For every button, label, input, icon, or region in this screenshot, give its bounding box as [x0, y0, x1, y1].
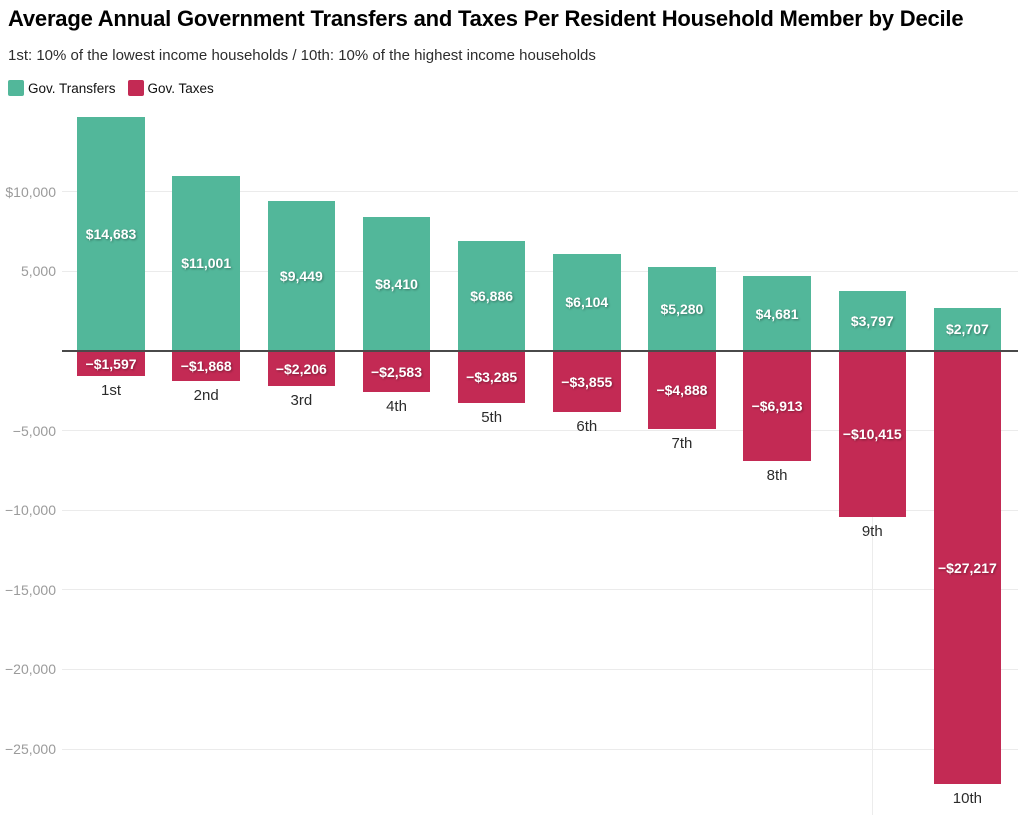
- bar-gov-transfers-8th[interactable]: $4,681: [743, 276, 811, 351]
- x-axis-category-label: 2nd: [193, 386, 219, 404]
- bar-gov-transfers-2nd[interactable]: $11,001: [172, 175, 240, 351]
- bar-value-label: $3,797: [850, 312, 894, 329]
- chart-subtitle: 1st: 10% of the lowest income households…: [8, 47, 596, 64]
- bar-gov-taxes-7th[interactable]: −$4,888: [648, 351, 716, 429]
- legend-item-gov-taxes: Gov. Taxes: [127, 80, 214, 96]
- bar-gov-transfers-9th[interactable]: $3,797: [838, 290, 906, 351]
- bar-value-label: $8,410: [375, 276, 418, 293]
- bar-value-label: $2,707: [945, 321, 989, 338]
- bar-gov-taxes-10th[interactable]: −$27,217: [933, 351, 1002, 785]
- bar-value-label: −$1,868: [180, 357, 232, 374]
- gridline: [62, 430, 1018, 432]
- bar-gov-transfers-4th[interactable]: $8,410: [362, 217, 431, 351]
- bar-value-label: $14,683: [85, 226, 137, 243]
- bar-value-label: $5,280: [660, 300, 704, 317]
- x-axis-category-label: 6th: [576, 418, 598, 436]
- bar-value-label: −$4,888: [656, 381, 708, 398]
- x-axis-category-label: 4th: [386, 398, 407, 416]
- x-axis-category-label: 10th: [952, 790, 982, 808]
- bar-gov-transfers-1st[interactable]: $14,683: [77, 117, 145, 351]
- bar-gov-taxes-3rd[interactable]: −$2,206: [267, 351, 336, 387]
- bar-value-label: −$27,217: [937, 559, 997, 576]
- gov-taxes-swatch-icon: [127, 80, 144, 96]
- bar-value-label: −$3,855: [561, 373, 613, 390]
- bar-value-label: $4,681: [755, 305, 799, 322]
- bar-gov-taxes-2nd[interactable]: −$1,868: [172, 351, 240, 381]
- bar-gov-taxes-5th[interactable]: −$3,285: [457, 351, 526, 404]
- bar-value-label: −$1,597: [85, 355, 137, 372]
- gridline: [62, 191, 1018, 193]
- gridline: [62, 668, 1018, 670]
- gov-transfers-swatch-icon: [8, 80, 24, 96]
- gridline: [62, 589, 1018, 591]
- y-axis-tick-label: −5,000: [12, 422, 56, 439]
- bar-gov-transfers-5th[interactable]: $6,886: [457, 241, 526, 351]
- bar-gov-taxes-1st[interactable]: −$1,597: [77, 351, 145, 377]
- bar-gov-transfers-3rd[interactable]: $9,449: [267, 200, 336, 351]
- y-axis-tick-label: −15,000: [5, 581, 56, 598]
- gridline: [62, 748, 1018, 750]
- bar-gov-taxes-4th[interactable]: −$2,583: [362, 351, 431, 393]
- bar-value-label: −$10,415: [842, 425, 902, 442]
- bar-gov-taxes-9th[interactable]: −$10,415: [838, 351, 906, 517]
- x-axis-category-label: 5th: [481, 409, 503, 427]
- x-axis-category-label: 1st: [101, 382, 122, 400]
- bar-gov-taxes-8th[interactable]: −$6,913: [743, 351, 811, 462]
- bar-value-label: $11,001: [181, 255, 232, 272]
- bar-value-label: −$2,583: [371, 363, 422, 380]
- x-axis-category-label: 8th: [766, 467, 788, 485]
- bar-value-label: $6,886: [470, 288, 514, 305]
- y-axis-tick-label: $10,000: [5, 183, 56, 200]
- bar-value-label: $6,104: [565, 294, 609, 311]
- bar-gov-transfers-7th[interactable]: $5,280: [648, 266, 716, 351]
- legend-label-gov-taxes: Gov. Taxes: [147, 80, 214, 96]
- y-axis-tick-label: −25,000: [5, 741, 56, 757]
- bar-value-label: $9,449: [279, 267, 323, 284]
- y-axis-tick-label: −20,000: [5, 661, 56, 678]
- zero-axis-line: [62, 350, 1018, 352]
- legend-label-gov-transfers: Gov. Transfers: [28, 80, 116, 96]
- hover-guideline: [872, 351, 874, 815]
- bar-gov-transfers-10th[interactable]: $2,707: [933, 307, 1002, 351]
- y-axis-tick-label: 5,000: [20, 263, 56, 280]
- bar-value-label: −$6,913: [751, 398, 803, 415]
- x-axis-category-label: 9th: [861, 522, 883, 540]
- bar-gov-taxes-6th[interactable]: −$3,855: [553, 351, 621, 413]
- bar-value-label: −$3,285: [466, 369, 518, 386]
- legend: Gov. Transfers Gov. Taxes: [8, 80, 214, 96]
- gridline: [62, 509, 1018, 511]
- y-axis-tick-label: −10,000: [5, 502, 56, 519]
- x-axis-category-label: 3rd: [290, 392, 313, 410]
- gridline: [62, 270, 1018, 272]
- x-axis-category-label: 7th: [671, 434, 693, 452]
- bar-gov-transfers-6th[interactable]: $6,104: [553, 253, 621, 351]
- legend-item-gov-transfers: Gov. Transfers: [8, 80, 116, 96]
- bar-value-label: −$2,206: [275, 360, 327, 377]
- chart-title: Average Annual Government Transfers and …: [8, 6, 964, 31]
